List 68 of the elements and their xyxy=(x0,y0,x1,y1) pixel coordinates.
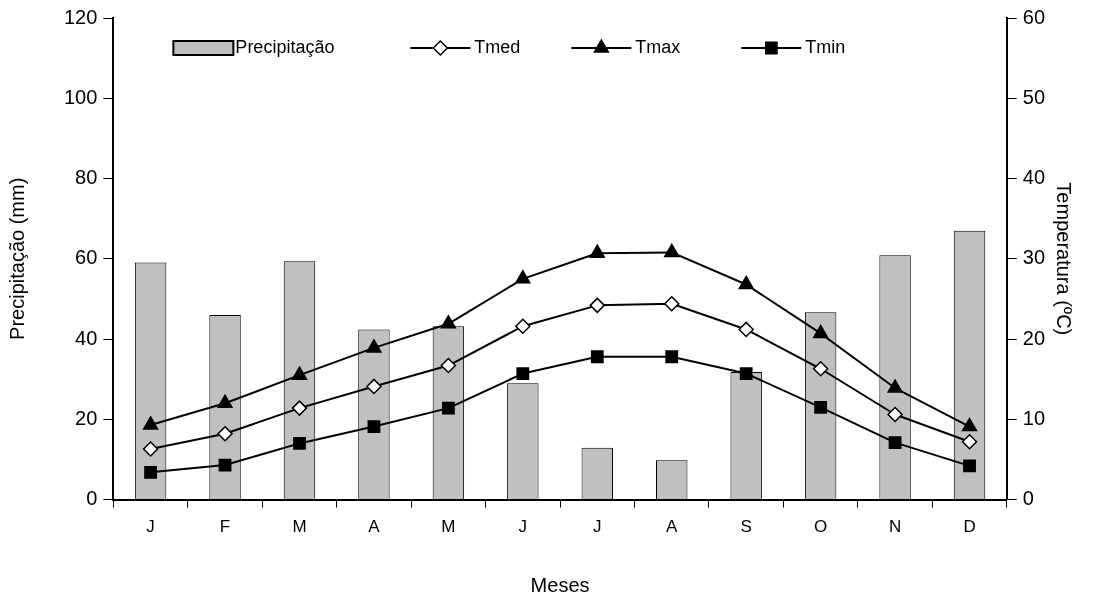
x-tick-label: M xyxy=(441,517,456,537)
point xyxy=(963,459,976,473)
x-tick-label: J xyxy=(146,517,155,537)
x-tick-label: F xyxy=(219,517,231,537)
y2-tick-label: 50 xyxy=(1022,85,1045,108)
y-axis-title: Precipitação (mm) xyxy=(5,177,28,340)
point xyxy=(739,367,753,380)
legend-label: Tmed xyxy=(474,36,521,57)
x-tick-label: N xyxy=(888,517,902,537)
x-axis-title: Meses xyxy=(530,573,590,596)
point xyxy=(440,315,457,329)
point xyxy=(441,401,455,415)
point xyxy=(291,400,308,416)
point xyxy=(142,416,159,430)
point xyxy=(293,437,306,450)
y2-tick-label: 60 xyxy=(1022,5,1045,28)
point xyxy=(590,350,604,364)
x-tick-label: D xyxy=(963,517,976,537)
y2-tick-label: 40 xyxy=(1022,166,1045,189)
point xyxy=(738,275,754,290)
x-tick-label: J xyxy=(518,517,528,537)
y-tick-label: 60 xyxy=(75,246,98,269)
y2-tick-label: 10 xyxy=(1022,406,1045,429)
y-tick-label: 100 xyxy=(63,85,98,108)
y-tick-label: 20 xyxy=(75,406,98,429)
point xyxy=(589,297,606,314)
point xyxy=(366,378,382,395)
point xyxy=(217,426,233,442)
point xyxy=(887,406,903,423)
legend-label: Tmax xyxy=(635,36,681,57)
point xyxy=(291,366,308,380)
point xyxy=(516,367,530,380)
y-tick-label: 120 xyxy=(63,5,98,28)
y2-tick-label: 20 xyxy=(1022,326,1045,349)
point xyxy=(142,441,159,457)
point xyxy=(589,244,605,258)
x-tick-label: O xyxy=(814,517,828,537)
x-tick-label: A xyxy=(666,517,679,537)
point xyxy=(961,417,978,432)
point xyxy=(665,350,679,364)
point xyxy=(738,321,754,338)
y2-tick-label: 30 xyxy=(1022,246,1045,269)
y2-axis-title: Temperatura (ºC) xyxy=(1053,182,1076,336)
point xyxy=(887,379,903,393)
point xyxy=(366,339,382,353)
y-tick-label: 0 xyxy=(86,487,98,510)
x-tick-label: M xyxy=(292,517,307,537)
y2-tick-label: 0 xyxy=(1022,487,1034,510)
legend-label: Tmin xyxy=(805,36,846,57)
point xyxy=(144,465,157,479)
point xyxy=(440,357,457,374)
x-tick-label: A xyxy=(368,517,381,537)
point xyxy=(814,400,828,414)
point xyxy=(812,361,829,377)
point xyxy=(515,270,531,284)
point xyxy=(664,243,680,258)
y-tick-label: 80 xyxy=(75,166,98,189)
point xyxy=(217,394,233,409)
legend-label: Precipitação xyxy=(235,36,335,57)
point xyxy=(663,296,680,312)
point xyxy=(367,420,381,433)
point xyxy=(515,318,531,334)
point xyxy=(888,436,902,450)
point xyxy=(812,324,829,339)
y-tick-label: 40 xyxy=(75,326,98,349)
point xyxy=(961,434,978,450)
x-tick-label: S xyxy=(740,517,752,537)
x-tick-label: J xyxy=(593,517,602,537)
